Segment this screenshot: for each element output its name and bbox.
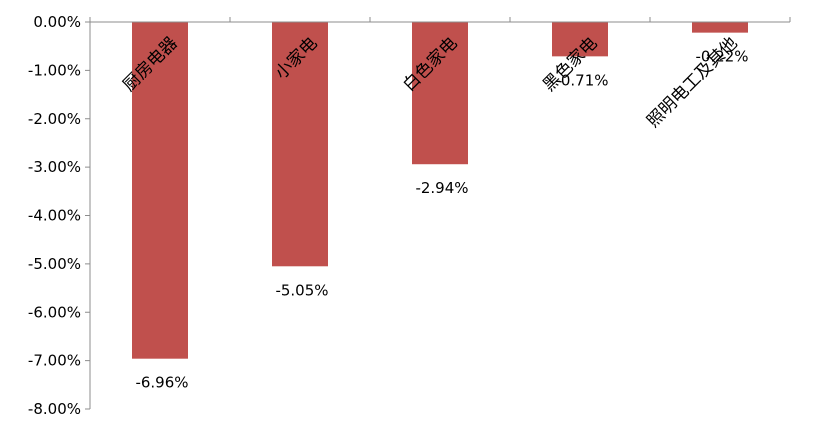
bar xyxy=(132,22,188,359)
bar xyxy=(552,22,608,57)
y-tick-label: -3.00% xyxy=(28,158,81,176)
data-label: -0.71% xyxy=(555,71,608,89)
y-tick-label: -1.00% xyxy=(28,61,81,79)
y-tick-label: -8.00% xyxy=(28,400,81,418)
y-tick-label: 0.00% xyxy=(33,13,81,31)
data-label: -6.96% xyxy=(135,374,188,392)
bar xyxy=(412,22,468,165)
y-tick-label: -4.00% xyxy=(28,207,81,225)
data-labels-group: -6.96% -5.05% -2.94% -0.71% -0.22% xyxy=(135,48,748,392)
y-tick-label: -2.00% xyxy=(28,110,81,128)
y-tick-label: -6.00% xyxy=(28,303,81,321)
y-tick-label: -7.00% xyxy=(28,352,81,370)
data-label: -2.94% xyxy=(415,179,468,197)
x-axis xyxy=(89,17,791,23)
y-tick-label: -5.00% xyxy=(28,255,81,273)
data-label: -0.22% xyxy=(695,48,748,66)
bar xyxy=(272,22,328,267)
bars-group xyxy=(132,22,748,359)
data-label: -5.05% xyxy=(275,281,328,299)
y-axis: 0.00% -1.00% -2.00% -3.00% -4.00% -5.00% -6.00… xyxy=(28,13,91,418)
bar xyxy=(692,22,748,33)
